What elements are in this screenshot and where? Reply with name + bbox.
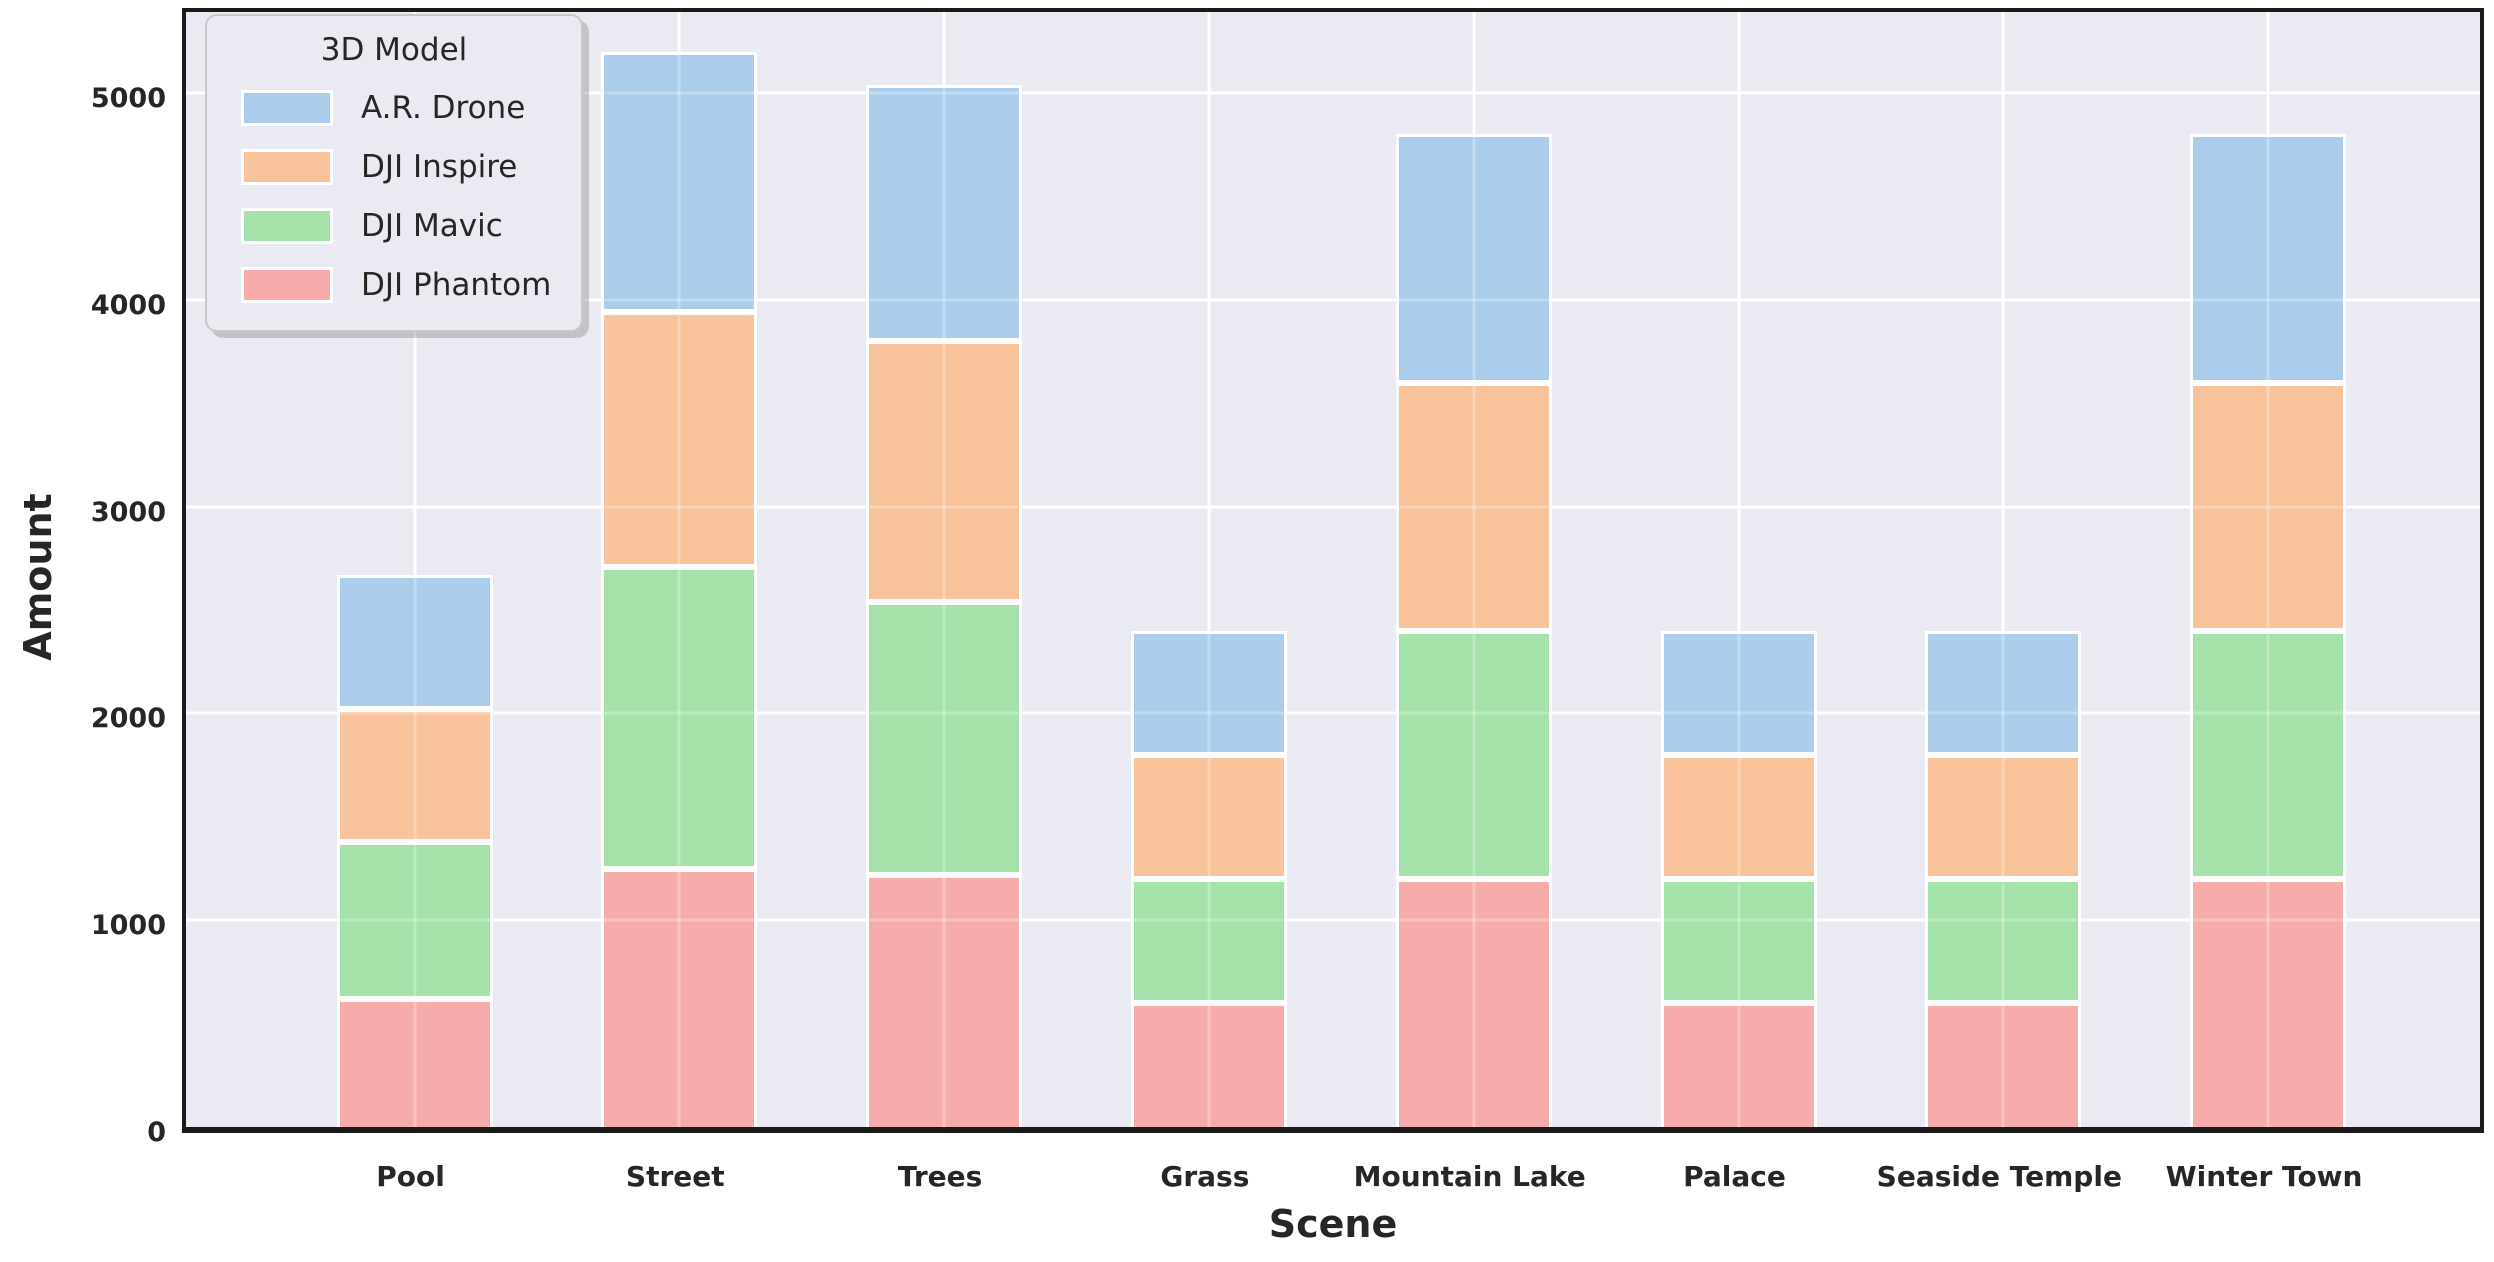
gridline-vertical-overlay: [1207, 12, 1211, 1127]
gridline-horizontal-overlay: [186, 711, 2480, 715]
gridline-vertical-overlay: [942, 12, 946, 1127]
gridline-vertical: [413, 12, 416, 1127]
gridline-vertical: [1737, 12, 1740, 1127]
bar-segment-dji-inspire: [601, 312, 758, 567]
gridline-vertical: [1207, 12, 1211, 1127]
bar-segment-dji-phantom: [601, 868, 758, 1127]
y-tick-label: 3000: [90, 496, 166, 528]
legend: 3D Model A.R. Drone DJI Inspire DJI Mavic D…: [205, 14, 583, 332]
bar-segment-dji-inspire: [866, 341, 1023, 602]
bar-segment-a-r-drone: [2190, 134, 2347, 383]
bar-segment-dji-phantom: [336, 998, 493, 1127]
legend-item-dji-inspire: DJI Inspire: [207, 137, 581, 196]
gridline-vertical: [2001, 12, 2005, 1127]
bar-segment-a-r-drone: [1130, 630, 1287, 755]
y-tick-label: 1000: [90, 910, 166, 942]
bar-segment-a-r-drone: [1660, 630, 1817, 755]
gridline-horizontal-overlay: [186, 298, 2480, 302]
x-tick-label: Palace: [1683, 1160, 1786, 1193]
bar-segment-a-r-drone: [1395, 134, 1552, 383]
legend-label: A.R. Drone: [361, 89, 526, 126]
bar-segment-a-r-drone: [866, 84, 1023, 342]
bar-segment-a-r-drone: [336, 574, 493, 710]
bar-segment-dji-mavic: [2190, 630, 2347, 879]
bar-winter-town: [2190, 2, 2347, 1127]
bar-segment-dji-phantom: [2190, 878, 2347, 1127]
bar-segment-dji-inspire: [1130, 754, 1287, 879]
bar-segment-dji-mavic: [336, 841, 493, 999]
y-tick-label: 0: [147, 1117, 166, 1148]
gridline-vertical-overlay: [2001, 12, 2005, 1127]
bar-segment-dji-mavic: [1130, 878, 1287, 1003]
gridline-horizontal: [186, 918, 2480, 922]
bar-segment-dji-phantom: [1660, 1002, 1817, 1127]
gridline-vertical-overlay: [1737, 12, 1740, 1127]
x-tick-label: Grass: [1160, 1160, 1250, 1193]
x-axis-label: Scene: [1268, 1202, 1398, 1246]
legend-swatch: [241, 266, 333, 303]
x-tick-label: Street: [625, 1160, 725, 1193]
y-tick-label: 2000: [90, 703, 166, 735]
legend-item-dji-phantom: DJI Phantom: [207, 255, 581, 314]
gridline-vertical-overlay: [677, 12, 681, 1127]
bar-segment-dji-mavic: [1925, 878, 2082, 1003]
plot-area: [182, 8, 2484, 1133]
gridline-horizontal-overlay: [186, 91, 2480, 95]
bar-segment-dji-mavic: [866, 601, 1023, 875]
gridline-horizontal: [186, 298, 2480, 302]
x-tick-label: Seaside Temple: [1876, 1160, 2122, 1193]
gridline-horizontal: [186, 505, 2480, 509]
bar-segment-a-r-drone: [601, 51, 758, 313]
bar-segment-dji-phantom: [1130, 1002, 1287, 1127]
bar-segment-dji-mavic: [601, 566, 758, 869]
legend-label: DJI Phantom: [361, 266, 552, 303]
bar-segment-dji-inspire: [1660, 754, 1817, 879]
bar-segment-dji-phantom: [1395, 878, 1552, 1127]
legend-swatch: [241, 148, 333, 185]
gridline-horizontal-overlay: [186, 505, 2480, 509]
bar-grass: [1130, 2, 1287, 1127]
x-tick-label: Trees: [897, 1160, 983, 1193]
legend-title: 3D Model: [320, 32, 468, 68]
bar-segment-dji-inspire: [2190, 382, 2347, 631]
x-tick-label: Winter Town: [2165, 1160, 2363, 1193]
gridline-horizontal: [186, 711, 2480, 715]
y-tick-label: 4000: [90, 289, 166, 321]
bar-trees: [866, 2, 1023, 1127]
gridline-horizontal-overlay: [186, 918, 2480, 922]
legend-label: DJI Mavic: [361, 207, 503, 244]
bar-street: [601, 2, 758, 1127]
bar-segment-dji-phantom: [1925, 1002, 2082, 1127]
x-tick-label: Pool: [376, 1160, 445, 1193]
y-tick-label: 5000: [90, 82, 166, 114]
legend-item-a-r-drone: A.R. Drone: [207, 78, 581, 137]
legend-label: DJI Inspire: [361, 148, 518, 185]
gridline-vertical-overlay: [413, 12, 416, 1127]
bar-pool: [336, 2, 493, 1127]
bar-segment-dji-phantom: [866, 874, 1023, 1127]
gridline-vertical-overlay: [2266, 12, 2270, 1127]
bar-seaside-temple: [1925, 2, 2082, 1127]
legend-swatch: [241, 89, 333, 126]
legend-swatch: [241, 207, 333, 244]
legend-item-dji-mavic: DJI Mavic: [207, 196, 581, 255]
legend-items: A.R. Drone DJI Inspire DJI Mavic DJI Phanto…: [207, 78, 581, 314]
gridline-vertical-overlay: [1472, 12, 1476, 1127]
bar-segment-a-r-drone: [1925, 630, 2082, 755]
bar-mountain-lake: [1395, 2, 1552, 1127]
x-tick-label: Mountain Lake: [1353, 1160, 1586, 1193]
bar-segment-dji-mavic: [1660, 878, 1817, 1003]
gridline-horizontal: [186, 91, 2480, 95]
bar-segment-dji-inspire: [1395, 382, 1552, 631]
bar-segment-dji-inspire: [1925, 754, 2082, 879]
bar-segment-dji-inspire: [336, 709, 493, 842]
bar-palace: [1660, 2, 1817, 1127]
bar-segment-dji-mavic: [1395, 630, 1552, 879]
